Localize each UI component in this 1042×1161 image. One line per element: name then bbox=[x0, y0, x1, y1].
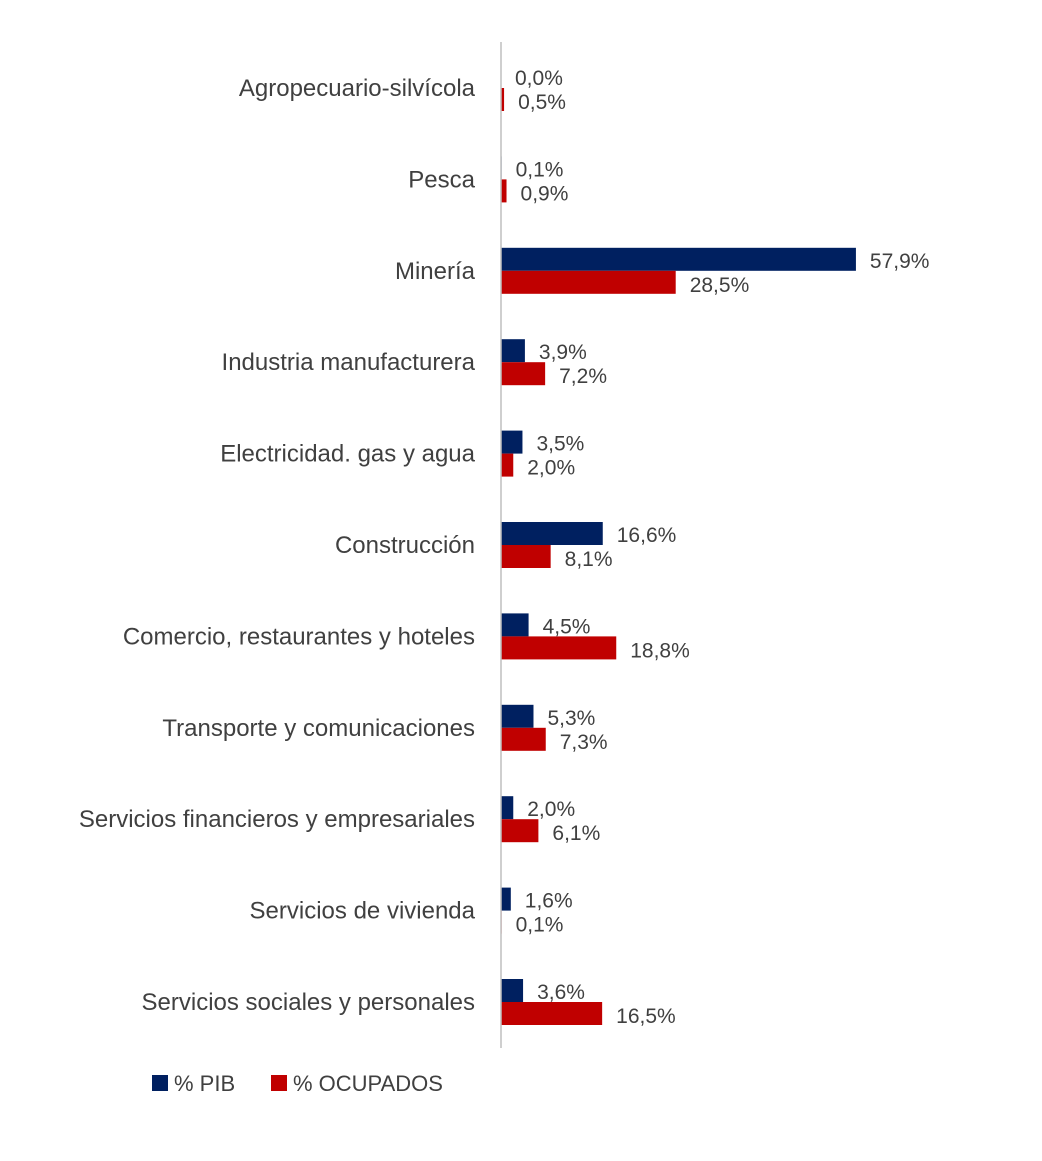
legend-label-ocupados: % OCUPADOS bbox=[293, 1071, 443, 1096]
value-label-ocupados-mineria: 28,5% bbox=[690, 274, 750, 297]
value-label-ocupados-construccion: 8,1% bbox=[565, 548, 613, 571]
category-label-electricidad-gas-y-agua: Electricidad. gas y agua bbox=[220, 441, 475, 468]
bar-pib-industria-manufacturera bbox=[501, 339, 525, 363]
value-label-pib-pesca: 0,1% bbox=[516, 158, 564, 181]
value-label-pib-servicios-sociales-y-personales: 3,6% bbox=[537, 981, 585, 1004]
bar-ocupados-agropecuario-silvicola bbox=[501, 88, 505, 111]
bar-ocupados-industria-manufacturera bbox=[501, 362, 546, 386]
bar-pib-servicios-sociales-y-personales bbox=[501, 979, 524, 1002]
category-label-transporte-y-comunicaciones: Transporte y comunicaciones bbox=[162, 715, 475, 742]
bar-ocupados-mineria bbox=[501, 270, 676, 294]
value-label-ocupados-comercio-restaurantes-y-hoteles: 18,8% bbox=[630, 639, 690, 662]
bar-ocupados-construccion bbox=[501, 545, 551, 568]
value-label-ocupados-pesca: 0,9% bbox=[521, 182, 569, 205]
value-label-pib-transporte-y-comunicaciones: 5,3% bbox=[547, 707, 595, 730]
value-label-ocupados-industria-manufacturera: 7,2% bbox=[559, 365, 607, 388]
value-label-pib-mineria: 57,9% bbox=[870, 250, 930, 273]
bar-pib-transporte-y-comunicaciones bbox=[501, 704, 534, 728]
value-label-ocupados-agropecuario-silvicola: 0,5% bbox=[518, 91, 566, 114]
bar-ocupados-comercio-restaurantes-y-hoteles bbox=[501, 636, 617, 660]
category-label-servicios-de-vivienda: Servicios de vivienda bbox=[250, 898, 476, 925]
legend-swatch-ocupados bbox=[271, 1075, 287, 1091]
bars-group bbox=[501, 88, 856, 1025]
value-label-pib-comercio-restaurantes-y-hoteles: 4,5% bbox=[543, 615, 591, 638]
bar-ocupados-electricidad-gas-y-agua bbox=[501, 453, 514, 477]
category-label-comercio-restaurantes-y-hoteles: Comercio, restaurantes y hoteles bbox=[123, 623, 475, 650]
value-label-ocupados-servicios-sociales-y-personales: 16,5% bbox=[616, 1005, 676, 1028]
category-label-servicios-sociales-y-personales: Servicios sociales y personales bbox=[142, 989, 475, 1016]
bar-pib-comercio-restaurantes-y-hoteles bbox=[501, 613, 529, 637]
value-label-pib-electricidad-gas-y-agua: 3,5% bbox=[536, 433, 584, 456]
bar-ocupados-transporte-y-comunicaciones bbox=[501, 727, 546, 751]
category-label-mineria: Minería bbox=[395, 258, 476, 285]
category-label-construccion: Construcción bbox=[335, 532, 475, 559]
bar-pib-servicios-de-vivienda bbox=[501, 887, 511, 911]
value-label-pib-agropecuario-silvicola: 0,0% bbox=[515, 67, 563, 90]
bar-ocupados-servicios-financieros-y-empresariales bbox=[501, 819, 539, 843]
category-label-industria-manufacturera: Industria manufacturera bbox=[222, 349, 476, 376]
category-label-pesca: Pesca bbox=[408, 166, 475, 193]
value-label-ocupados-electricidad-gas-y-agua: 2,0% bbox=[527, 457, 575, 480]
category-label-servicios-financieros-y-empresariales: Servicios financieros y empresariales bbox=[79, 806, 475, 833]
bar-pib-construccion bbox=[501, 522, 603, 545]
bar-pib-mineria bbox=[501, 247, 856, 271]
bar-pib-servicios-financieros-y-empresariales bbox=[501, 796, 514, 820]
value-label-ocupados-transporte-y-comunicaciones: 7,3% bbox=[560, 731, 608, 754]
value-label-pib-servicios-de-vivienda: 1,6% bbox=[525, 890, 573, 913]
value-label-pib-construccion: 16,6% bbox=[617, 524, 677, 547]
legend: % PIB % OCUPADOS bbox=[152, 1071, 443, 1096]
labels-group: Agropecuario-silvícola 0,0%0,5%Pesca 0,1%0… bbox=[79, 67, 930, 1028]
bar-pib-electricidad-gas-y-agua bbox=[501, 430, 523, 454]
legend-swatch-pib bbox=[152, 1075, 168, 1091]
value-label-pib-servicios-financieros-y-empresariales: 2,0% bbox=[527, 798, 575, 821]
bar-ocupados-servicios-sociales-y-personales bbox=[501, 1002, 603, 1025]
value-label-ocupados-servicios-de-vivienda: 0,1% bbox=[516, 914, 564, 937]
category-label-agropecuario-silvicola: Agropecuario-silvícola bbox=[239, 75, 476, 102]
legend-label-pib: % PIB bbox=[174, 1071, 235, 1096]
value-label-ocupados-servicios-financieros-y-empresariales: 6,1% bbox=[552, 822, 600, 845]
value-label-pib-industria-manufacturera: 3,9% bbox=[539, 341, 587, 364]
bar-ocupados-pesca bbox=[501, 179, 507, 203]
